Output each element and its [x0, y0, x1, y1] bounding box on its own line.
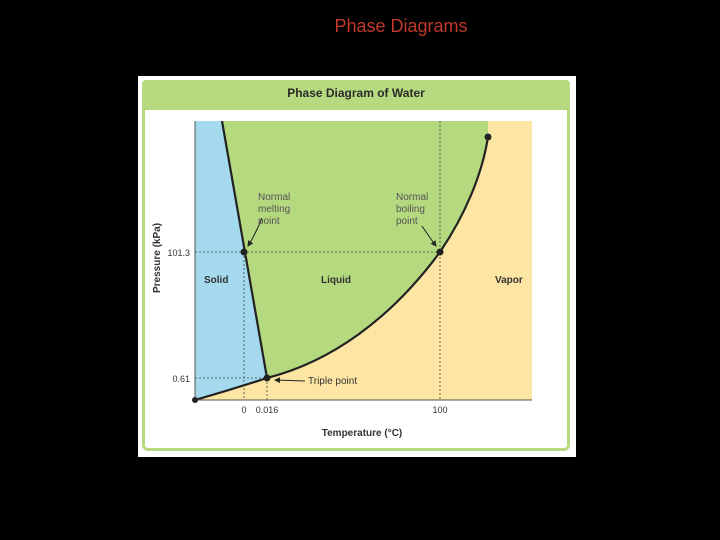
critical-point-dot: [484, 133, 492, 141]
slide-title: Phase Diagrams: [334, 16, 468, 36]
melting-arrow: [247, 217, 263, 247]
vaporization-curve: [266, 136, 490, 380]
melting-annotation-line1: Normal: [258, 192, 290, 203]
triple-point-dot: [263, 374, 271, 382]
triple-arrow: [274, 377, 306, 384]
solid-label: Solid: [204, 275, 228, 286]
boiling-annotation-line1: Normal: [396, 192, 428, 203]
normal-melting-point-dot: [240, 248, 248, 256]
x-tick-100: 100: [432, 405, 447, 415]
normal-boiling-point-dot: [436, 248, 444, 256]
x-axis-label: Temperature (°C): [322, 428, 403, 439]
figure-banner: [142, 80, 570, 110]
x-tick-0016: 0.016: [256, 405, 279, 415]
boiling-arrow: [421, 225, 437, 247]
triple-point-label: Triple point: [308, 376, 357, 387]
liquid-region: [222, 121, 488, 378]
boiling-annotation-line3: point: [396, 216, 418, 227]
x-tick-0: 0: [241, 405, 246, 415]
y-axis-label: Pressure (kPa): [152, 223, 163, 293]
boiling-annotation-line2: boiling: [396, 204, 425, 215]
sublimation-curve: [195, 376, 268, 400]
origin-point-dot: [192, 397, 198, 403]
solid-region: [195, 121, 267, 400]
melting-annotation-line3: point: [258, 216, 280, 227]
vapor-label: Vapor: [495, 275, 523, 286]
figure-title: Phase Diagram of Water: [287, 86, 425, 100]
melting-annotation-line2: melting: [258, 204, 290, 215]
liquid-label: Liquid: [321, 275, 351, 286]
y-tick-061: 0.61: [172, 374, 190, 384]
y-tick-101: 101.3: [167, 248, 190, 258]
